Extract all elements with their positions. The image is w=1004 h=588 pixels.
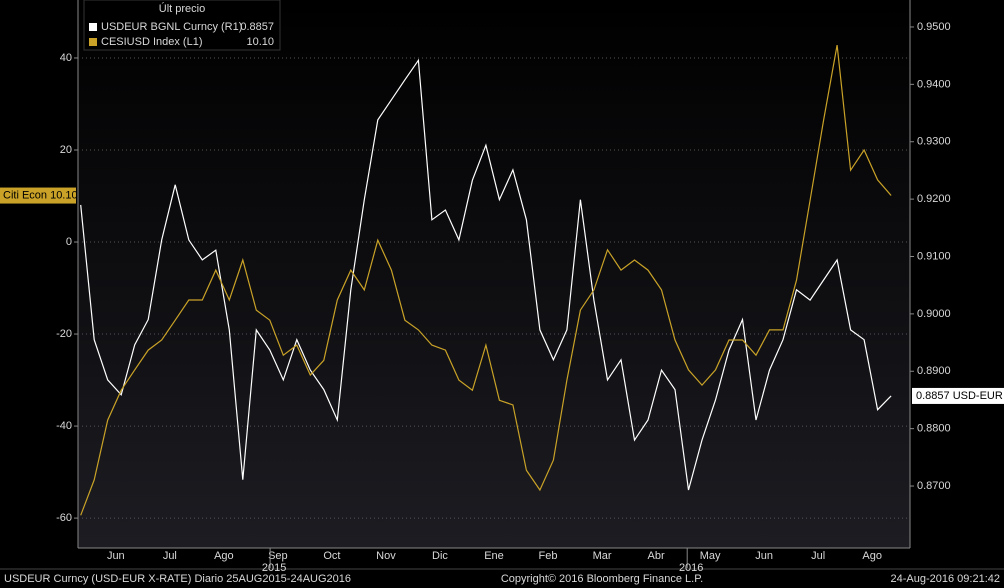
year-label: 2016	[679, 562, 703, 574]
y2-tick-label: 0.9200	[917, 193, 951, 205]
y-tick-label: 0	[66, 236, 72, 248]
plot-area	[78, 0, 910, 548]
series-line	[80, 44, 892, 516]
x-tick-label: Oct	[323, 550, 340, 562]
legend-swatch	[89, 23, 97, 31]
legend-last-value: 10.10	[246, 36, 274, 48]
value-tag-label: 0.8857 USD-EUR X	[916, 390, 1004, 402]
x-tick-label: Nov	[376, 550, 396, 562]
legend-title: Últ precio	[159, 2, 205, 15]
y-tick-label: 20	[60, 144, 72, 156]
value-tag	[0, 187, 76, 204]
y-tick-label: -40	[56, 420, 72, 432]
value-tag	[912, 387, 1004, 404]
x-tick-label: May	[700, 550, 721, 562]
year-label: 2015	[262, 562, 286, 574]
y2-tick-label: 0.9300	[917, 136, 951, 148]
legend-label: USDEUR BGNL Curncy (R1)	[101, 21, 242, 33]
footer-copyright: Copyright© 2016 Bloomberg Finance L.P.	[501, 573, 703, 585]
x-tick-label: Abr	[648, 550, 665, 562]
y2-tick-label: 0.8700	[917, 480, 951, 492]
value-tag-label: Citi Econ 10.10	[3, 189, 78, 201]
y2-tick-label: 0.8900	[917, 365, 951, 377]
x-tick-label: Ene	[484, 550, 504, 562]
y-tick-label: -60	[56, 512, 72, 524]
y-tick-label: -20	[56, 328, 72, 340]
x-tick-label: Jun	[107, 550, 125, 562]
y2-tick-label: 0.9500	[917, 21, 951, 33]
y2-tick-label: 0.9000	[917, 308, 951, 320]
x-tick-label: Jul	[163, 550, 177, 562]
series-line	[80, 58, 892, 491]
x-tick-label: Feb	[539, 550, 558, 562]
legend-swatch	[89, 38, 97, 46]
legend-label: CESIUSD Index (L1)	[101, 36, 202, 48]
footer-source: USDEUR Curncy (USD-EUR X-RATE) Diario 25…	[4, 573, 351, 585]
y2-tick-label: 0.8800	[917, 423, 951, 435]
x-tick-label: Ago	[214, 550, 234, 562]
legend	[83, 0, 281, 51]
y2-tick-label: 0.9100	[917, 250, 951, 262]
x-tick-label: Ago	[862, 550, 882, 562]
x-tick-label: Jul	[811, 550, 825, 562]
y2-tick-label: 0.9400	[917, 78, 951, 90]
x-tick-label: Mar	[593, 550, 612, 562]
x-tick-label: Jun	[755, 550, 773, 562]
footer-timestamp: 24-Aug-2016 09:21:42	[891, 573, 1000, 585]
x-tick-label: Dic	[432, 550, 448, 562]
y-tick-label: 40	[60, 52, 72, 64]
legend-last-value: 0.8857	[240, 21, 274, 33]
x-tick-label: Sep	[268, 550, 288, 562]
